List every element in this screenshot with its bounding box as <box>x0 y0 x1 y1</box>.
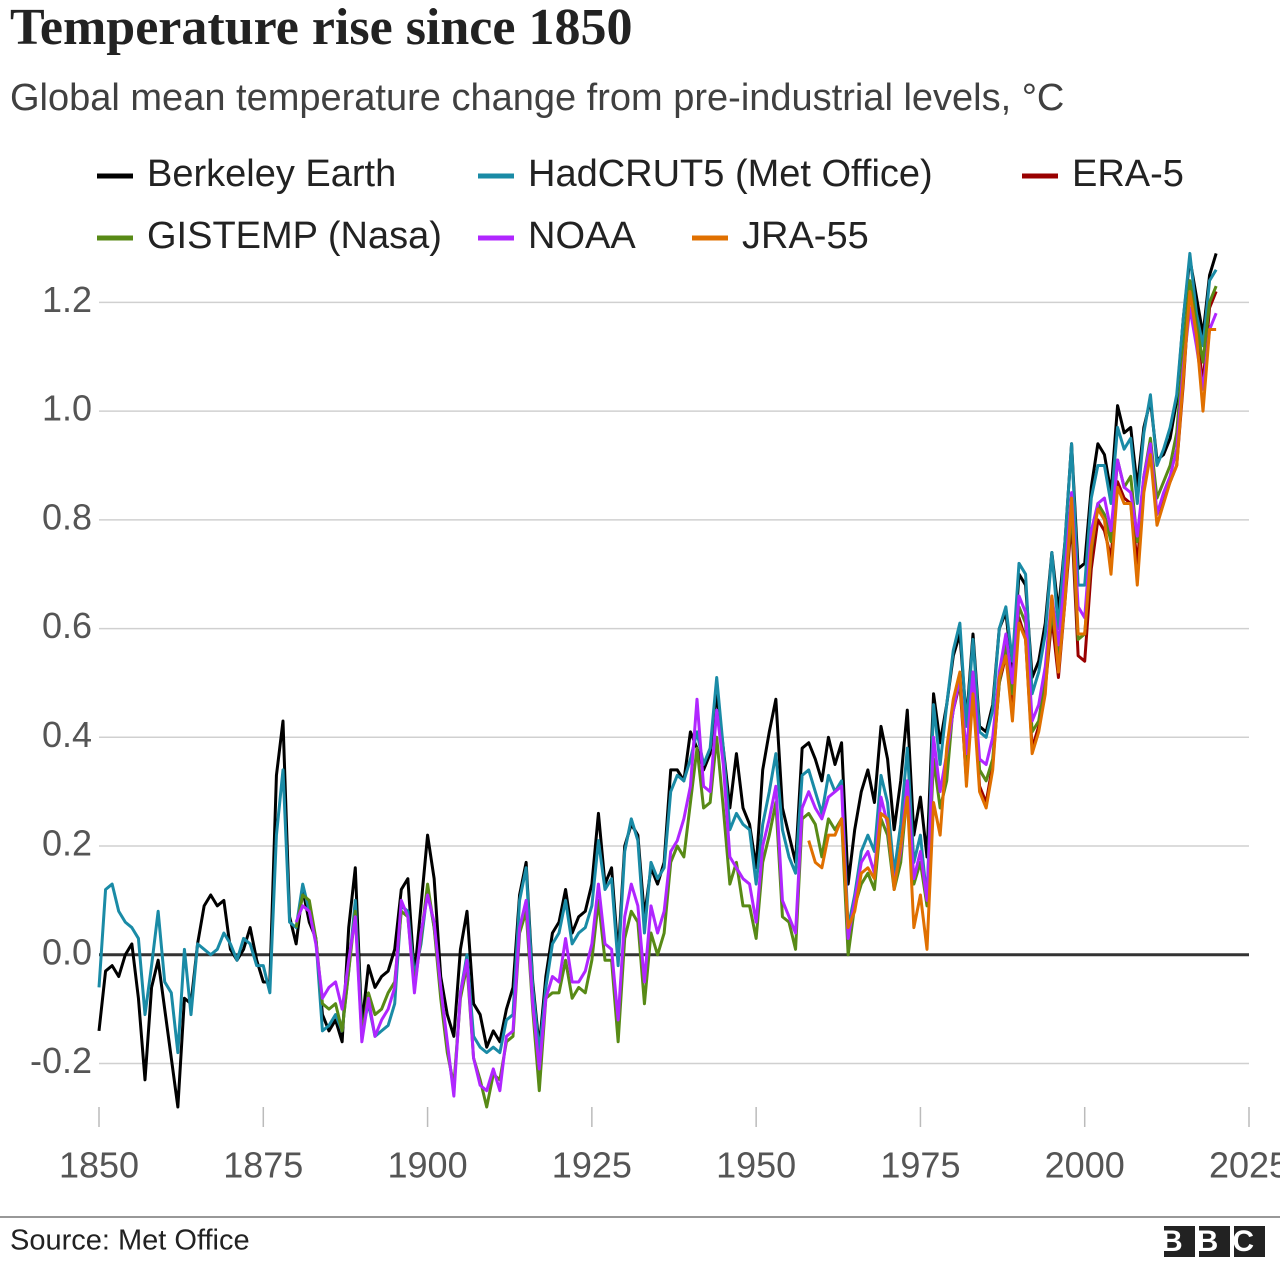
y-tick-label: -0.2 <box>30 1040 92 1081</box>
source: Source: Met Office <box>10 1225 250 1257</box>
chart-subtitle: Global mean temperature change from pre-… <box>10 77 1064 119</box>
y-tick-label: 0.6 <box>42 605 92 646</box>
x-tick-label: 1975 <box>880 1145 960 1186</box>
legend-label: HadCRUT5 (Met Office) <box>528 153 933 195</box>
legend-label: ERA-5 <box>1072 153 1184 195</box>
logo-box <box>1164 1226 1195 1257</box>
x-tick-label: 2000 <box>1045 1145 1125 1186</box>
x-tick-label: 2025 <box>1209 1145 1280 1186</box>
y-tick-label: 1.0 <box>42 388 92 429</box>
x-tick-label: 1850 <box>59 1145 139 1186</box>
y-tick-label: 0.8 <box>42 496 92 537</box>
x-tick-label: 1925 <box>552 1145 632 1186</box>
legend-label: GISTEMP (Nasa) <box>147 215 442 257</box>
chart-title: Temperature rise since 1850 <box>10 0 632 56</box>
series-line <box>294 279 1218 1109</box>
legend-label: Berkeley Earth <box>147 153 396 195</box>
legend-label: NOAA <box>528 215 636 257</box>
series-line <box>807 289 1217 951</box>
series-line <box>294 306 1218 1098</box>
logo-boxes <box>1164 1226 1265 1257</box>
y-tick-label: 0.0 <box>42 931 92 972</box>
series-line <box>97 251 1218 1093</box>
x-tick-label: 1875 <box>223 1145 303 1186</box>
y-tick-label: 0.4 <box>42 714 92 755</box>
x-tick-label: 1900 <box>388 1145 468 1186</box>
y-tick-label: 0.2 <box>42 823 92 864</box>
x-tick-label: 1950 <box>716 1145 796 1186</box>
y-tick-label: 1.2 <box>42 279 92 320</box>
logo-box <box>1234 1226 1265 1257</box>
legend-label: JRA-55 <box>742 215 869 257</box>
logo-box <box>1199 1226 1230 1257</box>
logo: BBC <box>1161 1225 1268 1258</box>
